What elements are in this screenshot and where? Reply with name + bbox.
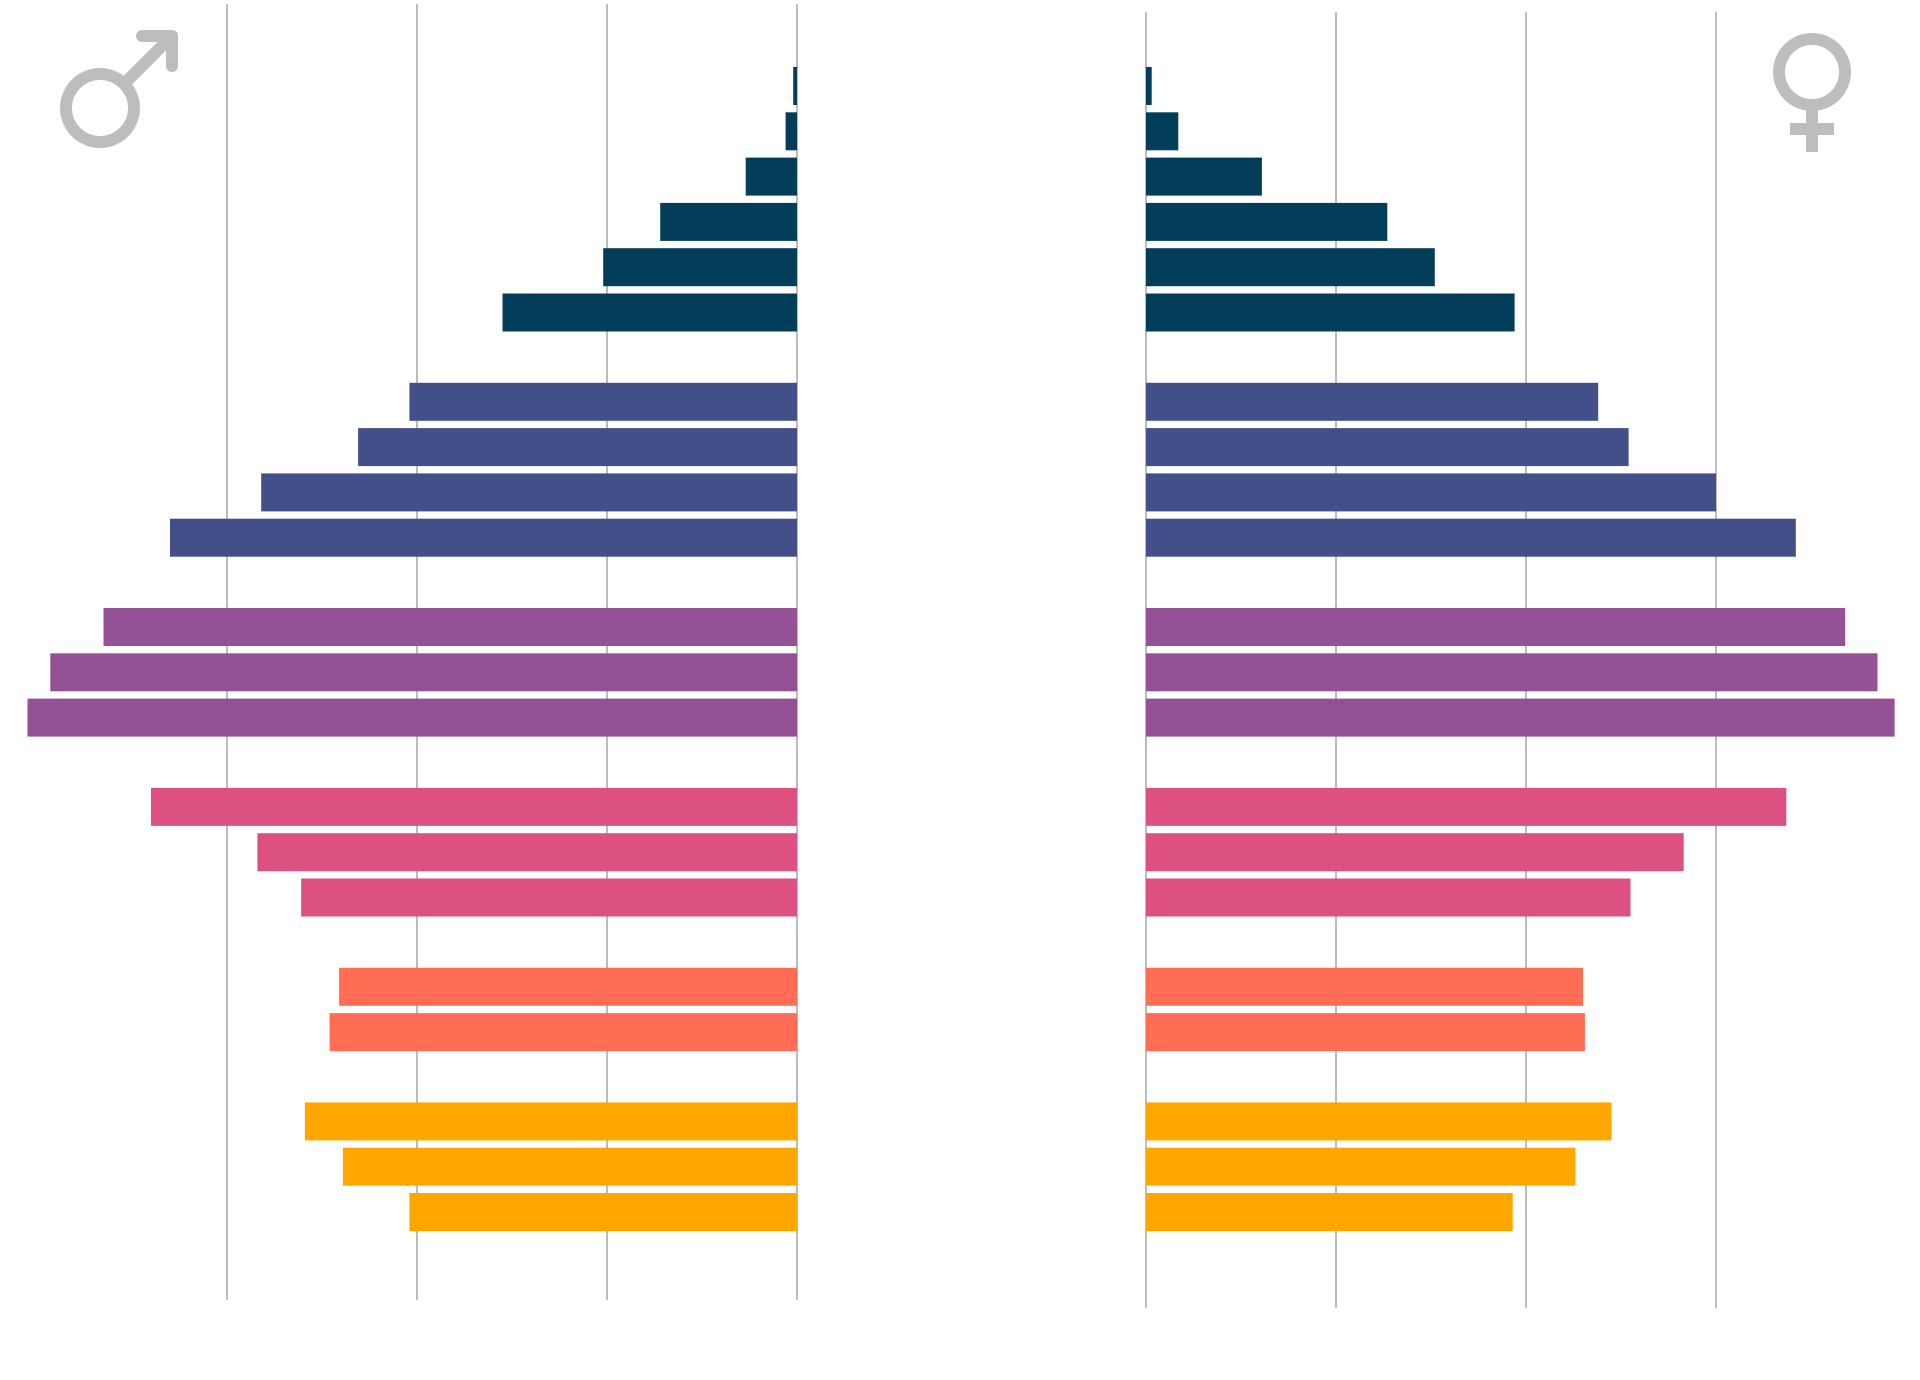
female-bar bbox=[1146, 1147, 1576, 1186]
male-bar bbox=[151, 787, 797, 826]
male-bar bbox=[358, 428, 797, 467]
female-bar bbox=[1146, 608, 1846, 646]
male-symbol-icon bbox=[60, 30, 178, 148]
female-bar bbox=[1146, 653, 1878, 692]
male-bar bbox=[785, 112, 797, 151]
male-bar bbox=[261, 473, 797, 512]
male-bar bbox=[170, 518, 797, 557]
female-bar bbox=[1146, 67, 1152, 105]
male-bar bbox=[103, 608, 797, 646]
male-bar bbox=[257, 833, 797, 872]
female-bar bbox=[1146, 112, 1179, 151]
female-bar bbox=[1146, 878, 1631, 917]
female-bar bbox=[1146, 382, 1599, 421]
bars bbox=[27, 67, 1895, 1231]
male-bar bbox=[409, 1193, 797, 1231]
male-bar bbox=[339, 967, 797, 1006]
female-bar bbox=[1146, 518, 1796, 557]
male-bar bbox=[660, 202, 797, 241]
male-bar bbox=[342, 1147, 797, 1186]
female-bar bbox=[1146, 698, 1895, 737]
female-bar bbox=[1146, 1193, 1513, 1231]
female-bar bbox=[1146, 293, 1515, 332]
male-bar bbox=[304, 1102, 797, 1141]
male-bar bbox=[745, 157, 797, 196]
female-bar bbox=[1146, 833, 1684, 872]
male-bar bbox=[793, 67, 797, 105]
female-bar bbox=[1146, 1013, 1585, 1052]
female-bar bbox=[1146, 787, 1787, 826]
female-symbol-icon bbox=[1773, 33, 1851, 152]
male-bar bbox=[301, 878, 797, 917]
female-bar bbox=[1146, 967, 1583, 1006]
female-bar bbox=[1146, 202, 1388, 241]
male-bar bbox=[329, 1013, 797, 1052]
male-bar bbox=[409, 382, 797, 421]
female-bar bbox=[1146, 428, 1629, 467]
female-bar bbox=[1146, 248, 1435, 287]
female-bar bbox=[1146, 473, 1716, 512]
male-bar bbox=[27, 698, 797, 737]
female-bar bbox=[1146, 157, 1262, 196]
male-bar bbox=[502, 293, 797, 332]
male-bar bbox=[50, 653, 798, 692]
male-bar bbox=[603, 248, 797, 287]
female-bar bbox=[1146, 1102, 1612, 1141]
